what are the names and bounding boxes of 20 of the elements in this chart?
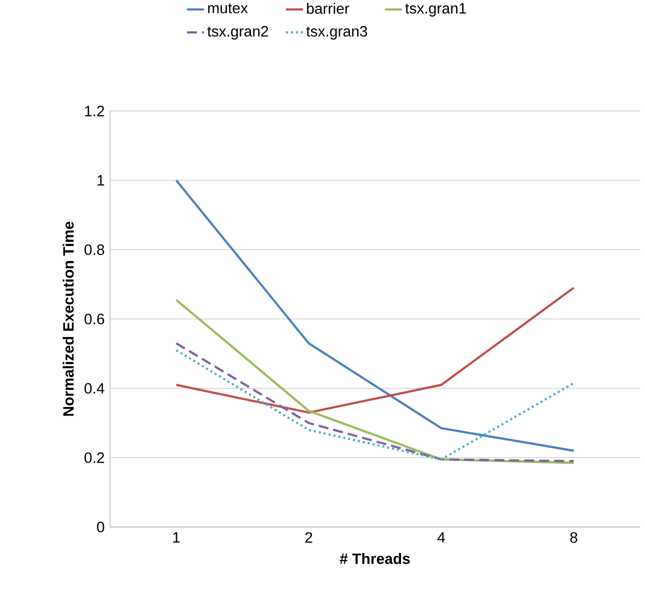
y-tick-label: 1.2 xyxy=(85,106,104,116)
y-tick-label: 0.4 xyxy=(84,383,104,394)
line-series xyxy=(175,298,575,464)
y-tick-label: 1 xyxy=(98,175,104,186)
y-tick-label: 0.2 xyxy=(84,452,104,463)
legend-label: tsx.gran2 xyxy=(207,26,268,40)
line-series xyxy=(175,179,575,452)
legend-label: mutex xyxy=(208,3,248,14)
y-tick-label: 0.8 xyxy=(84,244,104,255)
x-tick-label: 4 xyxy=(437,532,445,543)
y-axis-title: Normalized Execution Time xyxy=(62,222,74,416)
x-tick-label: 1 xyxy=(173,532,180,543)
y-tick-label: 0.6 xyxy=(84,314,104,324)
legend-label: barrier xyxy=(307,2,350,14)
legend-label: tsx.gran1 xyxy=(405,3,466,17)
x-axis-title: # Threads xyxy=(340,553,410,564)
x-tick-label: 2 xyxy=(305,532,312,543)
x-tick-label: 8 xyxy=(570,532,578,543)
y-tick-label: 0 xyxy=(97,522,104,532)
legend-label: tsx.gran3 xyxy=(306,26,368,40)
